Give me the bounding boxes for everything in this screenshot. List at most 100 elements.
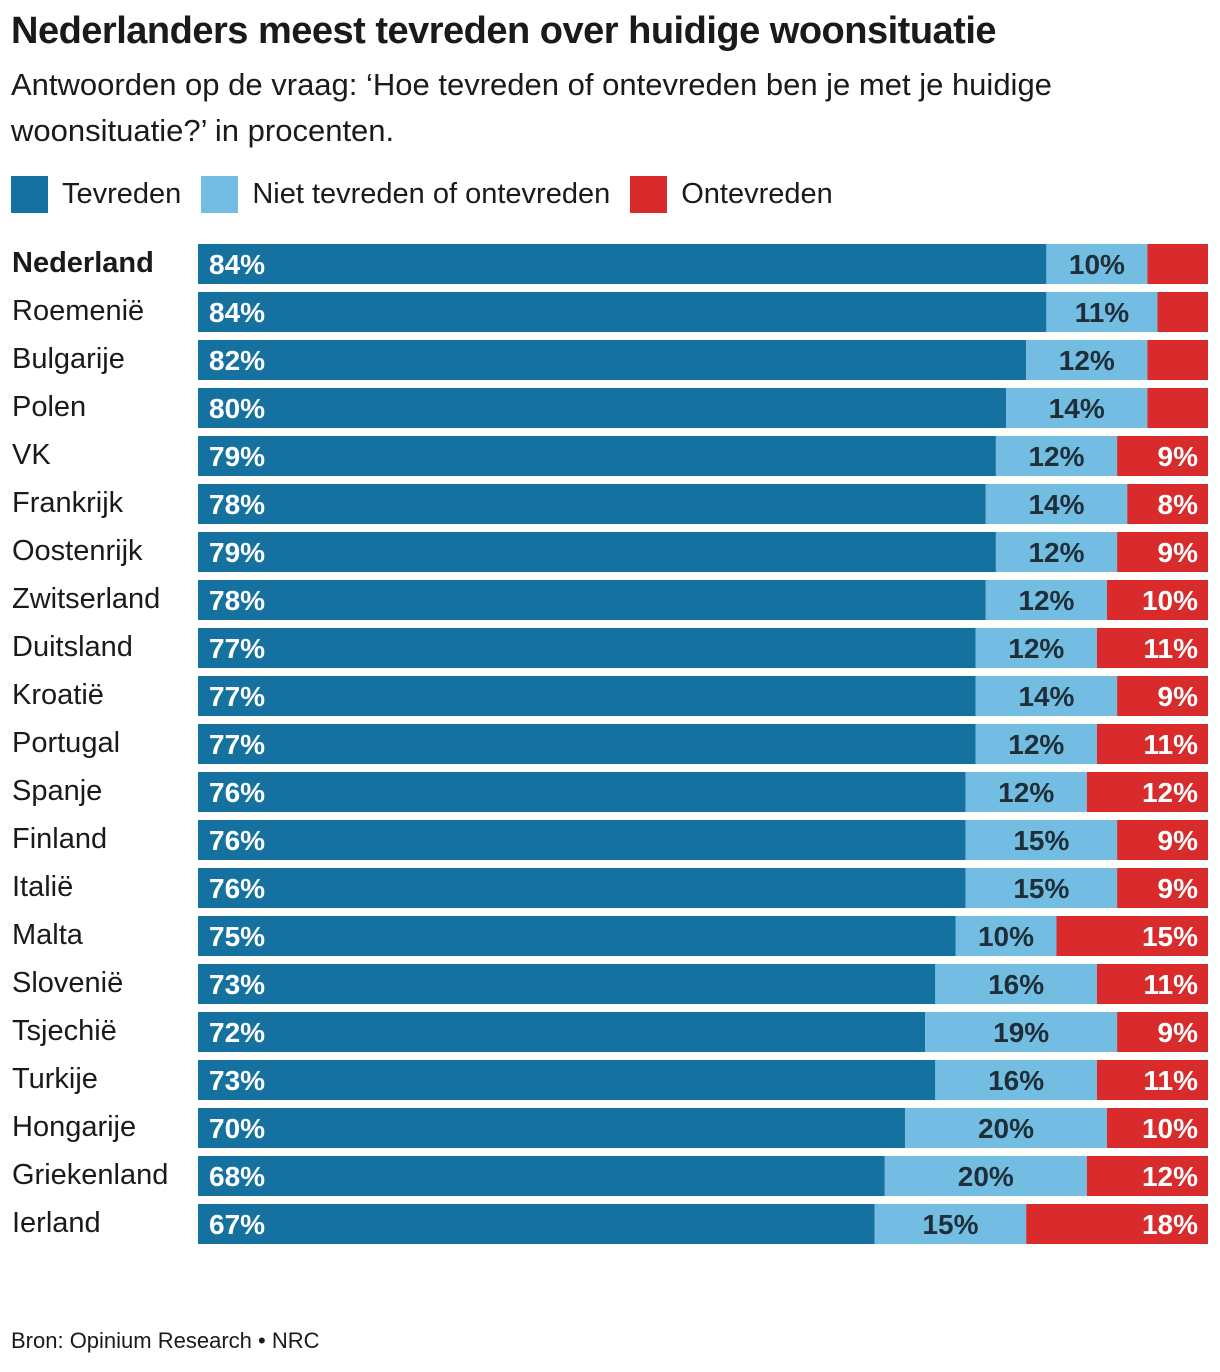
bar-segment-roemenie-ontevreden	[1157, 292, 1208, 332]
bar-segment-oostenrijk-niet-tevreden-of-ontevreden	[995, 532, 1118, 572]
bar-segment-nederland-ontevreden	[1147, 244, 1208, 284]
data-label-zwitserland-niet-tevreden-of-ontevreden: 12%	[1018, 585, 1074, 616]
bar-segment-kroatie-tevreden	[198, 676, 976, 716]
bar-segment-turkije-niet-tevreden-of-ontevreden	[935, 1060, 1097, 1100]
data-label-vk-tevreden: 79%	[209, 441, 265, 472]
data-label-hongarije-ontevreden: 10%	[1142, 1113, 1198, 1144]
bar-row-portugal: Portugal 77% 12% 11%	[12, 724, 1208, 764]
bar-segment-kroatie-ontevreden	[1117, 676, 1208, 716]
category-label-tsjechie: Tsjechië	[12, 1015, 117, 1047]
data-label-polen-tevreden: 80%	[209, 393, 265, 424]
data-label-duitsland-niet-tevreden-of-ontevreden: 12%	[1008, 633, 1064, 664]
bar-row-kroatie: Kroatië 77% 14% 9%	[12, 676, 1208, 716]
data-label-hongarije-niet-tevreden-of-ontevreden: 20%	[978, 1113, 1034, 1144]
bar-segment-portugal-ontevreden	[1096, 724, 1208, 764]
data-label-griekenland-niet-tevreden-of-ontevreden: 20%	[958, 1161, 1014, 1192]
stacked-bar-chart: Nederland 84% 10% Roemenië 84% 11% Bulgarije 82…	[12, 244, 1208, 1244]
category-label-ierland: Ierland	[12, 1207, 101, 1239]
chart-title: Nederlanders meest tevreden over huidige…	[11, 10, 997, 52]
data-label-duitsland-tevreden: 77%	[209, 633, 265, 664]
bar-segment-turkije-ontevreden	[1096, 1060, 1208, 1100]
bar-segment-tsjechie-ontevreden	[1117, 1012, 1208, 1052]
bar-segment-polen-niet-tevreden-of-ontevreden	[1006, 388, 1148, 428]
data-label-turkije-tevreden: 73%	[209, 1065, 265, 1096]
bar-segment-griekenland-ontevreden	[1086, 1156, 1208, 1196]
bar-segment-spanje-tevreden	[198, 772, 966, 812]
bar-segment-bulgarije-niet-tevreden-of-ontevreden	[1026, 340, 1148, 380]
category-label-turkije: Turkije	[12, 1063, 98, 1095]
bar-segment-turkije-tevreden	[198, 1060, 936, 1100]
data-label-bulgarije-tevreden: 82%	[209, 345, 265, 376]
bar-segment-vk-ontevreden	[1117, 436, 1208, 476]
bar-segment-slovenie-ontevreden	[1096, 964, 1208, 1004]
bar-segment-frankrijk-niet-tevreden-of-ontevreden	[985, 484, 1128, 524]
bar-segment-ierland-tevreden	[198, 1204, 875, 1244]
bar-row-ierland: Ierland 67% 15% 18%	[12, 1204, 1208, 1244]
bar-row-vk: VK 79% 12% 9%	[12, 436, 1208, 476]
bar-segment-duitsland-tevreden	[198, 628, 976, 668]
bar-row-frankrijk: Frankrijk 78% 14% 8%	[12, 484, 1208, 524]
data-label-malta-ontevreden: 15%	[1142, 921, 1198, 952]
category-label-griekenland: Griekenland	[12, 1159, 168, 1191]
legend-label-ontevreden: Ontevreden	[681, 177, 833, 210]
data-label-kroatie-ontevreden: 9%	[1158, 681, 1199, 712]
data-label-portugal-niet-tevreden-of-ontevreden: 12%	[1008, 729, 1064, 760]
bar-segment-italie-ontevreden	[1117, 868, 1208, 908]
bar-segment-polen-tevreden	[198, 388, 1006, 428]
category-label-slovenie: Slovenië	[12, 967, 123, 999]
bar-row-duitsland: Duitsland 77% 12% 11%	[12, 628, 1208, 668]
bar-segment-finland-ontevreden	[1117, 820, 1208, 860]
bar-segment-zwitserland-niet-tevreden-of-ontevreden	[985, 580, 1107, 620]
data-label-spanje-ontevreden: 12%	[1142, 777, 1198, 808]
data-label-frankrijk-ontevreden: 8%	[1158, 489, 1199, 520]
bar-segment-frankrijk-ontevreden	[1127, 484, 1208, 524]
bar-segment-hongarije-niet-tevreden-of-ontevreden	[905, 1108, 1107, 1148]
bar-segment-roemenie-tevreden	[198, 292, 1047, 332]
data-label-italie-ontevreden: 9%	[1158, 873, 1199, 904]
bar-segment-frankrijk-tevreden	[198, 484, 986, 524]
bar-segment-italie-niet-tevreden-of-ontevreden	[965, 868, 1118, 908]
bar-segment-bulgarije-ontevreden	[1147, 340, 1208, 380]
category-label-oostenrijk: Oostenrijk	[12, 535, 143, 567]
bar-segment-griekenland-niet-tevreden-of-ontevreden	[884, 1156, 1087, 1196]
legend-item-neutraal: Niet tevreden of ontevreden	[201, 175, 611, 213]
bar-segment-malta-ontevreden	[1056, 916, 1208, 956]
data-label-duitsland-ontevreden: 11%	[1144, 633, 1199, 664]
bar-row-malta: Malta 75% 10% 15%	[12, 916, 1208, 956]
data-label-hongarije-tevreden: 70%	[209, 1113, 265, 1144]
data-label-malta-niet-tevreden-of-ontevreden: 10%	[978, 921, 1034, 952]
data-label-finland-ontevreden: 9%	[1158, 825, 1199, 856]
data-label-slovenie-tevreden: 73%	[209, 969, 265, 1000]
data-label-ierland-tevreden: 67%	[209, 1209, 265, 1240]
category-label-portugal: Portugal	[12, 727, 120, 759]
bar-segment-slovenie-tevreden	[198, 964, 936, 1004]
bar-segment-slovenie-niet-tevreden-of-ontevreden	[935, 964, 1097, 1004]
data-label-kroatie-tevreden: 77%	[209, 681, 265, 712]
bar-row-turkije: Turkije 73% 16% 11%	[12, 1060, 1208, 1100]
bar-segment-griekenland-tevreden	[198, 1156, 885, 1196]
data-label-vk-ontevreden: 9%	[1158, 441, 1199, 472]
legend-item-tevreden: Tevreden	[11, 175, 181, 213]
data-label-zwitserland-ontevreden: 10%	[1142, 585, 1198, 616]
bar-segment-bulgarije-tevreden	[198, 340, 1027, 380]
bar-segment-portugal-niet-tevreden-of-ontevreden	[975, 724, 1097, 764]
bar-segment-nederland-niet-tevreden-of-ontevreden	[1046, 244, 1148, 284]
bar-row-griekenland: Griekenland 68% 20% 12%	[12, 1156, 1208, 1196]
chart-subtitle: Antwoorden op de vraag: ‘Hoe tevreden of…	[11, 67, 1052, 148]
source-publisher: NRC	[271, 1328, 320, 1353]
data-label-oostenrijk-tevreden: 79%	[209, 537, 265, 568]
data-label-portugal-tevreden: 77%	[209, 729, 265, 760]
bar-row-hongarije: Hongarije 70% 20% 10%	[12, 1108, 1208, 1148]
data-label-portugal-ontevreden: 11%	[1144, 729, 1199, 760]
bar-row-italie: Italië 76% 15% 9%	[12, 868, 1208, 908]
bar-segment-spanje-niet-tevreden-of-ontevreden	[965, 772, 1087, 812]
legend-label-neutraal: Niet tevreden of ontevreden	[252, 177, 611, 210]
data-label-frankrijk-niet-tevreden-of-ontevreden: 14%	[1028, 489, 1084, 520]
data-label-polen-niet-tevreden-of-ontevreden: 14%	[1049, 393, 1105, 424]
bar-segment-spanje-ontevreden	[1086, 772, 1208, 812]
data-label-spanje-tevreden: 76%	[209, 777, 265, 808]
data-label-frankrijk-tevreden: 78%	[209, 489, 265, 520]
data-label-ierland-ontevreden: 18%	[1142, 1209, 1198, 1240]
bar-segment-kroatie-niet-tevreden-of-ontevreden	[975, 676, 1118, 716]
bar-row-polen: Polen 80% 14%	[12, 388, 1208, 428]
